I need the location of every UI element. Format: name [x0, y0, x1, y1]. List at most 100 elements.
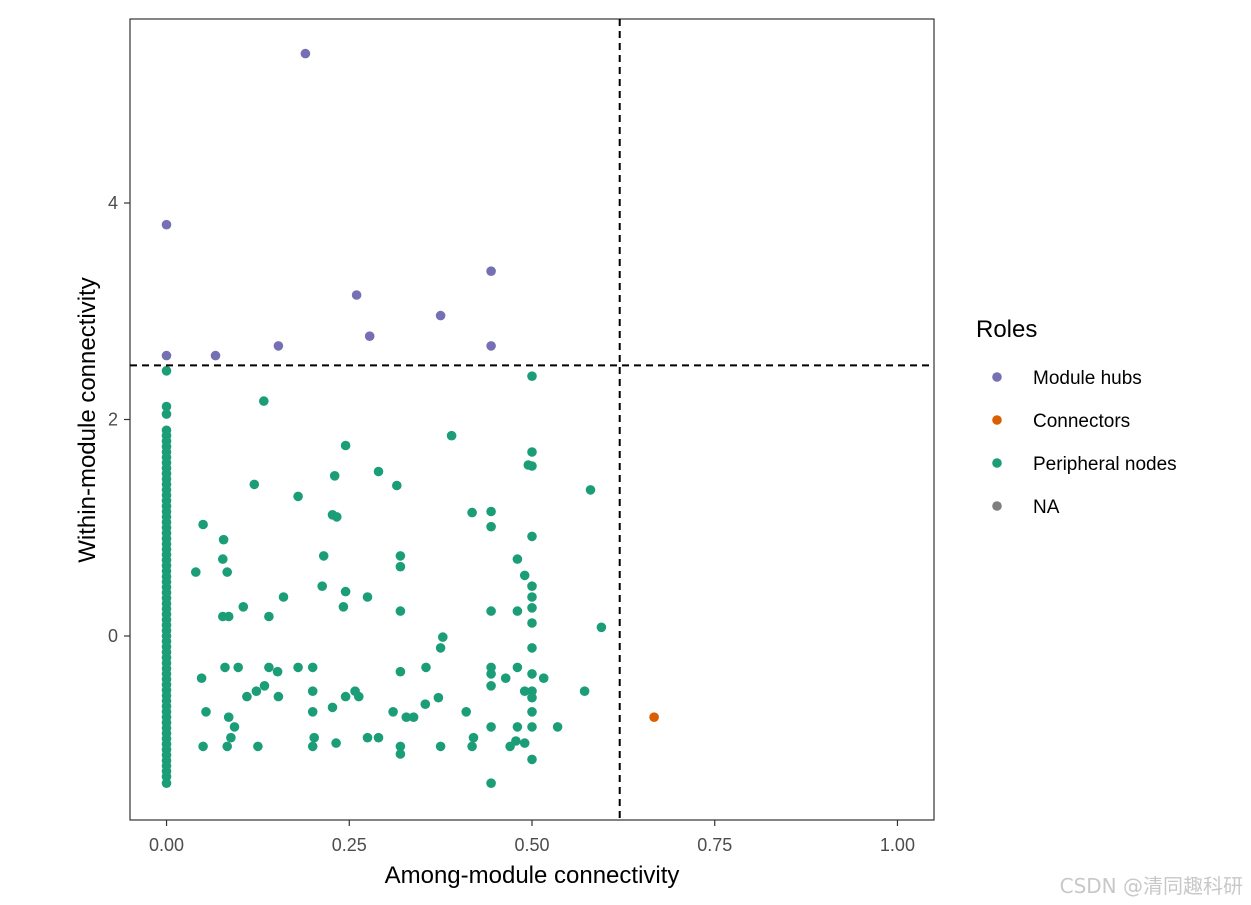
- point-peripheral-nodes: [395, 551, 406, 561]
- point-peripheral-nodes: [251, 686, 262, 696]
- point-peripheral-nodes: [238, 602, 249, 612]
- point-peripheral-nodes: [527, 461, 537, 471]
- point-peripheral-nodes: [527, 603, 537, 613]
- point-peripheral-nodes: [218, 554, 228, 564]
- point-peripheral-nodes: [527, 447, 537, 457]
- legend-key-connectors: [992, 415, 1002, 425]
- point-peripheral-nodes: [388, 707, 398, 717]
- x-tick-label: 0.50: [514, 835, 549, 855]
- point-peripheral-nodes: [354, 691, 364, 702]
- point-peripheral-nodes: [401, 712, 412, 722]
- point-peripheral-nodes: [421, 662, 431, 673]
- point-peripheral-nodes: [327, 702, 338, 713]
- point-peripheral-nodes: [395, 666, 406, 677]
- point-peripheral-nodes: [218, 534, 229, 545]
- point-peripheral-nodes: [433, 692, 444, 703]
- point-module-hubs: [486, 266, 496, 277]
- point-peripheral-nodes: [220, 662, 230, 673]
- point-peripheral-nodes: [486, 681, 496, 691]
- point-peripheral-nodes: [307, 741, 318, 752]
- point-module-hubs: [351, 290, 362, 300]
- point-peripheral-nodes: [362, 732, 373, 743]
- legend-key-peripheral-nodes: [992, 458, 1002, 468]
- point-peripheral-nodes: [340, 691, 351, 702]
- point-peripheral-nodes: [338, 602, 349, 612]
- point-peripheral-nodes: [552, 722, 563, 732]
- point-peripheral-nodes: [446, 430, 457, 441]
- x-tick-label: 1.00: [880, 835, 915, 855]
- point-peripheral-nodes: [233, 662, 243, 673]
- point-peripheral-nodes: [331, 738, 341, 748]
- point-peripheral-nodes: [500, 673, 511, 683]
- point-peripheral-nodes: [307, 707, 318, 717]
- x-tick-label: 0.75: [697, 835, 732, 855]
- point-peripheral-nodes: [519, 738, 530, 748]
- point-peripheral-nodes: [420, 699, 431, 709]
- point-peripheral-nodes: [527, 643, 537, 653]
- point-peripheral-nodes: [264, 662, 274, 673]
- point-peripheral-nodes: [395, 741, 406, 752]
- point-module-hubs: [210, 350, 221, 361]
- point-peripheral-nodes: [161, 409, 172, 419]
- point-peripheral-nodes: [527, 371, 537, 382]
- point-module-hubs: [364, 331, 375, 342]
- point-peripheral-nodes: [519, 570, 530, 581]
- point-peripheral-nodes: [527, 592, 537, 602]
- point-peripheral-nodes: [198, 519, 208, 530]
- point-peripheral-nodes: [527, 581, 537, 591]
- point-peripheral-nodes: [538, 673, 549, 683]
- point-module-hubs: [300, 48, 311, 59]
- point-peripheral-nodes: [264, 611, 274, 622]
- point-peripheral-nodes: [486, 606, 496, 616]
- point-peripheral-nodes: [223, 712, 234, 722]
- watermark-text: CSDN @清同趣科研: [1059, 874, 1243, 898]
- point-peripheral-nodes: [373, 466, 384, 477]
- point-peripheral-nodes: [408, 712, 419, 722]
- point-peripheral-nodes: [273, 691, 284, 702]
- point-peripheral-nodes: [309, 732, 320, 743]
- point-module-hubs: [435, 310, 446, 321]
- point-module-hubs: [161, 350, 172, 361]
- y-axis: 0 2 4: [108, 193, 130, 646]
- point-peripheral-nodes: [161, 778, 172, 788]
- point-peripheral-nodes: [249, 479, 260, 490]
- point-peripheral-nodes: [318, 551, 329, 561]
- point-peripheral-nodes: [293, 491, 303, 502]
- point-peripheral-nodes: [486, 669, 496, 679]
- point-peripheral-nodes: [435, 741, 446, 752]
- x-tick-label: 0.25: [332, 835, 367, 855]
- point-peripheral-nodes: [486, 506, 496, 517]
- point-peripheral-nodes: [392, 480, 402, 491]
- y-tick-label: 2: [108, 410, 118, 430]
- point-peripheral-nodes: [253, 741, 263, 752]
- point-peripheral-nodes: [486, 521, 496, 532]
- y-tick-label: 4: [108, 193, 118, 213]
- point-peripheral-nodes: [512, 606, 523, 616]
- point-peripheral-nodes: [519, 686, 530, 696]
- point-peripheral-nodes: [362, 592, 373, 602]
- point-peripheral-nodes: [222, 741, 232, 752]
- point-peripheral-nodes: [223, 611, 234, 622]
- point-peripheral-nodes: [467, 507, 477, 518]
- point-peripheral-nodes: [467, 741, 477, 752]
- point-peripheral-nodes: [307, 662, 318, 673]
- point-peripheral-nodes: [278, 592, 289, 602]
- point-peripheral-nodes: [329, 471, 340, 481]
- point-peripheral-nodes: [340, 440, 351, 451]
- point-peripheral-nodes: [161, 366, 172, 376]
- point-peripheral-nodes: [307, 686, 318, 696]
- point-peripheral-nodes: [435, 643, 446, 653]
- point-peripheral-nodes: [229, 722, 240, 732]
- point-peripheral-nodes: [512, 662, 523, 673]
- legend-title: Roles: [976, 316, 1037, 343]
- point-peripheral-nodes: [527, 754, 537, 765]
- point-module-hubs: [486, 341, 496, 351]
- y-axis-title: Within-module connectivity: [74, 277, 101, 562]
- point-peripheral-nodes: [293, 662, 303, 673]
- point-peripheral-nodes: [596, 622, 607, 633]
- point-peripheral-nodes: [527, 531, 537, 542]
- point-peripheral-nodes: [585, 485, 596, 495]
- point-peripheral-nodes: [461, 707, 472, 717]
- point-peripheral-nodes: [579, 686, 590, 696]
- point-peripheral-nodes: [222, 567, 232, 577]
